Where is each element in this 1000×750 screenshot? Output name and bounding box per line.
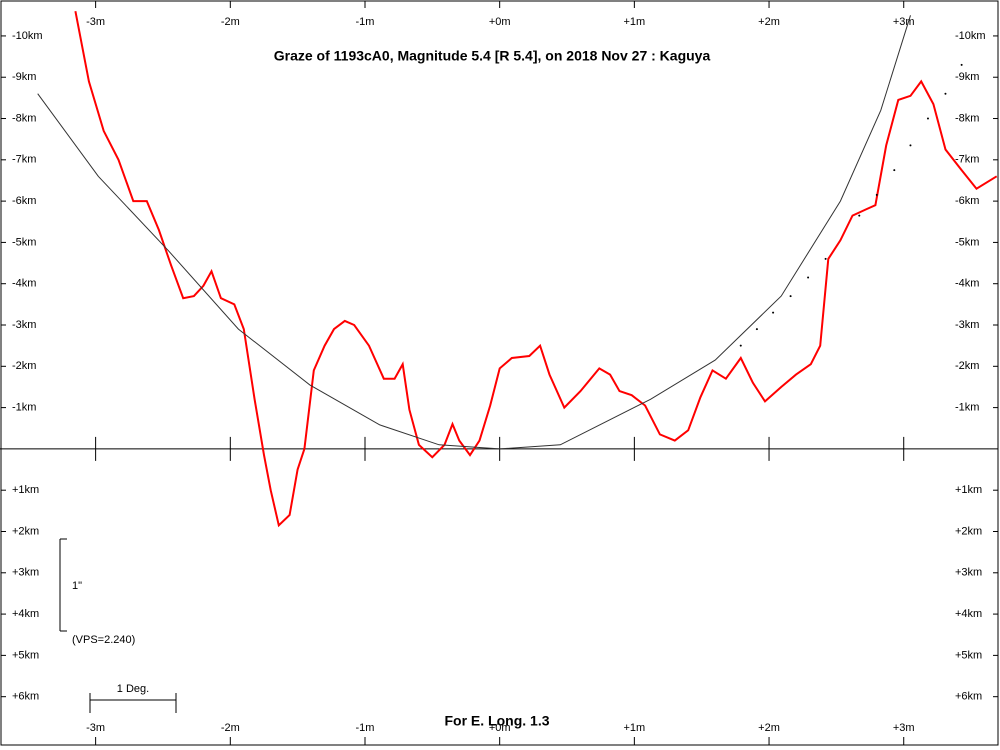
y-tick-label: +6km [12,691,39,703]
dot [960,63,963,66]
x-tick-label: -2m [221,16,240,28]
y-tick-label: -1km [12,402,36,414]
y-tick-label: -3km [955,319,979,331]
x-tick-label: +0m [489,16,511,28]
x-tick-label: +0m [489,722,511,734]
x-tick-label: -1m [356,722,375,734]
y-tick-label: +4km [12,608,39,620]
deg-label: 1 Deg. [117,683,149,695]
footer: For E. Long. 1.3 [444,713,549,729]
dot [893,169,896,172]
dot [789,295,792,298]
y-tick-label: -1km [955,402,979,414]
x-tick-label: -3m [86,722,105,734]
dot [858,214,861,217]
y-tick-label: -10km [955,30,986,42]
chart-title: Graze of 1193cA0, Magnitude 5.4 [R 5.4],… [274,48,711,64]
y-tick-label: -8km [12,112,36,124]
y-tick-label: +2km [12,525,39,537]
y-tick-label: -4km [12,278,36,290]
profile-line [74,11,998,528]
scale-label: 1" [72,580,82,592]
dot [926,117,929,120]
dot [875,193,878,196]
y-tick-label: -4km [955,278,979,290]
dot [739,344,742,347]
y-tick-label: +6km [955,691,982,703]
y-tick-label: -5km [955,236,979,248]
y-tick-label: -7km [955,154,979,166]
x-tick-label: -3m [86,16,105,28]
y-tick-label: -10km [12,30,43,42]
profile-line [37,15,911,450]
x-tick-label: -2m [221,722,240,734]
y-tick-label: +3km [955,567,982,579]
dot [824,257,827,260]
y-tick-label: -9km [955,71,979,83]
y-tick-label: +1km [955,484,982,496]
dot [755,328,758,331]
dot [807,276,810,279]
x-tick-label: -1m [356,16,375,28]
dot [909,144,912,147]
y-tick-label: +2km [955,525,982,537]
x-tick-label: +1m [623,722,645,734]
x-tick-label: +3m [893,722,915,734]
y-tick-label: -5km [12,236,36,248]
y-tick-label: +5km [955,649,982,661]
y-tick-label: +3km [12,567,39,579]
y-tick-label: -7km [12,154,36,166]
dot [772,311,775,314]
y-tick-label: +1km [12,484,39,496]
y-tick-label: -6km [12,195,36,207]
y-tick-label: +5km [12,649,39,661]
y-tick-label: -8km [955,112,979,124]
y-tick-label: -9km [12,71,36,83]
x-tick-label: +3m [893,16,915,28]
y-tick-label: -3km [12,319,36,331]
y-tick-label: -6km [955,195,979,207]
x-tick-label: +1m [623,16,645,28]
dot [944,92,947,95]
y-tick-label: +4km [955,608,982,620]
x-tick-label: +2m [758,722,780,734]
vps-label: (VPS=2.240) [72,634,135,646]
y-tick-label: -2km [955,360,979,372]
x-tick-label: +2m [758,16,780,28]
y-tick-label: -2km [12,360,36,372]
